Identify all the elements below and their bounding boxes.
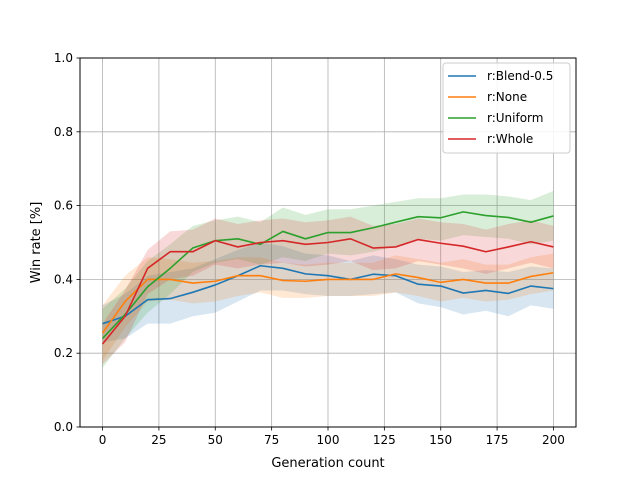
confidence-band xyxy=(102,242,554,343)
y-tick-label: 0.0 xyxy=(54,420,73,434)
series-line xyxy=(102,264,554,325)
y-axis-label: Win rate [%] xyxy=(29,202,44,284)
y-tick-label: 0.6 xyxy=(54,199,73,213)
confidence-band xyxy=(102,253,554,361)
x-tick-label: 75 xyxy=(264,433,279,447)
confidence-bands xyxy=(102,190,554,368)
x-tick-label: 125 xyxy=(373,433,396,447)
legend-entry-label: r:Uniform xyxy=(487,111,543,125)
x-axis-ticks: 0 25 50 75 100 125 150 175 200 xyxy=(99,427,565,447)
x-tick-label: 200 xyxy=(542,433,565,447)
x-tick-label: 25 xyxy=(151,433,166,447)
y-tick-label: 0.8 xyxy=(54,125,73,139)
y-tick-label: 1.0 xyxy=(54,51,73,65)
y-tick-label: 0.4 xyxy=(54,272,73,286)
legend-box xyxy=(442,62,571,154)
x-tick-label: 100 xyxy=(317,433,340,447)
confidence-band xyxy=(102,190,554,368)
series-line xyxy=(101,271,554,334)
series-line xyxy=(101,238,554,345)
x-tick-label: 0 xyxy=(99,433,107,447)
legend-entry-label: r:Whole xyxy=(487,132,533,146)
x-tick-label: 50 xyxy=(208,433,223,447)
y-tick-label: 0.2 xyxy=(54,346,73,360)
x-tick-label: 150 xyxy=(429,433,452,447)
x-tick-label: 175 xyxy=(486,433,509,447)
series-lines xyxy=(101,211,554,345)
legend-entry-label: r:None xyxy=(487,90,527,104)
y-axis-ticks: 0.0 0.2 0.4 0.6 0.8 1.0 xyxy=(54,51,80,434)
confidence-band xyxy=(102,216,554,365)
legend: r:Blend-0.5 r:None r:Uniform r:Whole xyxy=(442,62,571,154)
legend-entry-label: r:Blend-0.5 xyxy=(487,69,553,83)
series-line xyxy=(101,211,554,339)
x-axis-label: Generation count xyxy=(271,456,384,471)
